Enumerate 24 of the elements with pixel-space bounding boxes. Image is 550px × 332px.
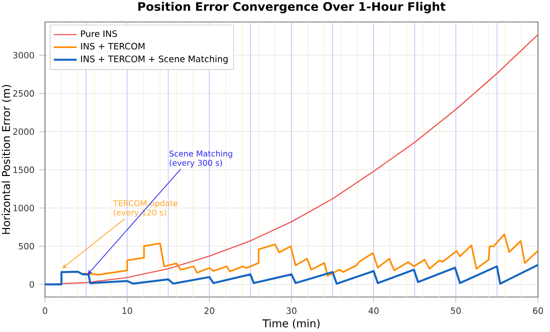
chart-title: Position Error Convergence Over 1-Hour Flight <box>138 2 446 14</box>
x-tick-label: 50 <box>450 307 461 314</box>
y-tick-label: 2500 <box>13 90 34 97</box>
annotation: Scene Matching (every 300 s) <box>170 150 232 168</box>
x-tick-label: 20 <box>204 307 214 314</box>
y-tick-label: 2000 <box>13 128 34 135</box>
y-tick-label: 3000 <box>13 52 34 59</box>
line-series <box>80 234 538 277</box>
x-tick-label: 40 <box>368 307 379 314</box>
legend-label: Pure INS <box>81 30 117 38</box>
x-tick-label: 30 <box>286 307 296 314</box>
y-tick-label: 1000 <box>13 204 34 212</box>
x-tick-label: 60 <box>533 307 543 314</box>
annotation: TERCOM update (every 120 s) <box>113 200 178 218</box>
y-axis-title: Horizontal Position Error (m) <box>2 84 12 234</box>
y-tick-label: 0 <box>30 281 34 288</box>
legend-label: INS + TERCOM + Scene Matching <box>81 55 228 64</box>
y-tick-label: 1500 <box>13 166 34 174</box>
legend-label: INS + TERCOM <box>81 42 144 50</box>
x-tick-label: 10 <box>122 307 132 314</box>
x-tick-label: 0 <box>42 307 48 314</box>
x-axis-title: Time (min) <box>262 319 320 329</box>
line-series <box>45 264 538 286</box>
y-tick-label: 500 <box>18 242 34 250</box>
